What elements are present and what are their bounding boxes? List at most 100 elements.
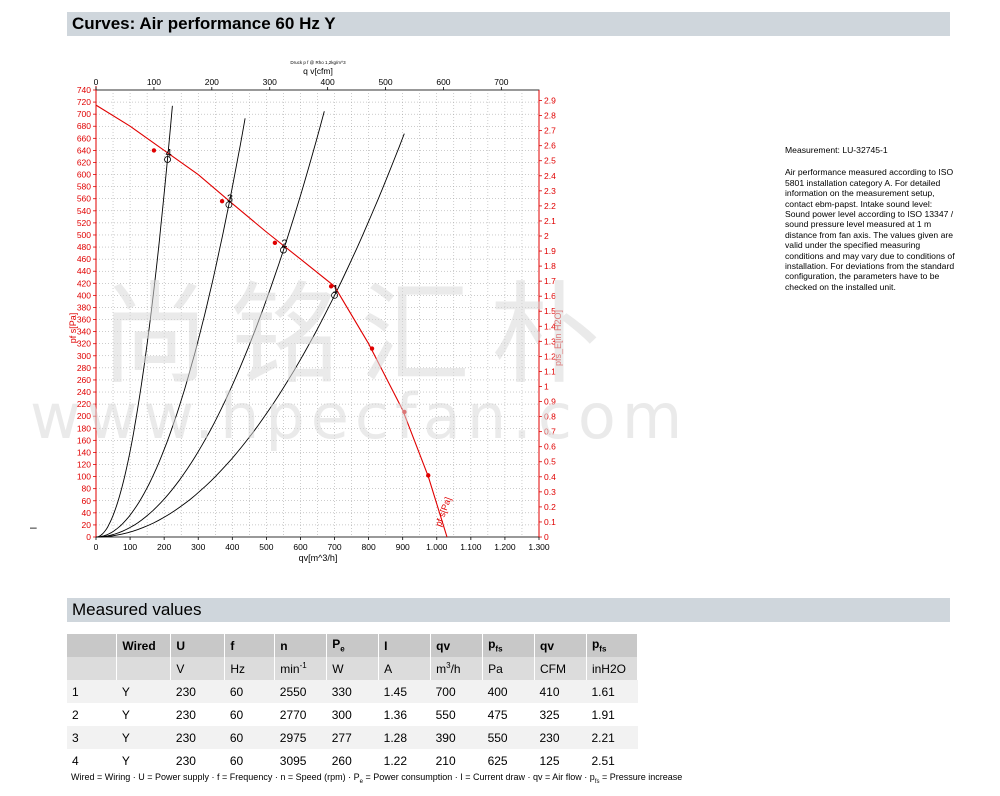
x-top-tick-label: 100 xyxy=(147,77,161,87)
operating-point-label: 2 xyxy=(281,238,287,250)
y-left-tick-label: 480 xyxy=(77,242,91,252)
y-left-tick-label: 580 xyxy=(77,182,91,192)
table-cell: 230 xyxy=(170,703,225,726)
y-right-tick-label: 1 xyxy=(544,381,549,391)
y-left-tick-label: 380 xyxy=(77,302,91,312)
table-cell: 1.91 xyxy=(586,703,638,726)
table-cell: Y xyxy=(116,703,171,726)
x-bottom-tick-label: 300 xyxy=(191,542,205,552)
table-cell: 230 xyxy=(170,680,225,703)
x-bottom-tick-label: 900 xyxy=(396,542,410,552)
x-top-tick-label: 500 xyxy=(378,77,392,87)
y-left-tick-label: 680 xyxy=(77,121,91,131)
y-left-tick-label: 360 xyxy=(77,315,91,325)
y-right-tick-label: 0.8 xyxy=(544,412,556,422)
y-left-tick-label: 80 xyxy=(82,484,92,494)
y-left-tick-label: 640 xyxy=(77,145,91,155)
x-bottom-tick-label: 600 xyxy=(293,542,307,552)
y-left-tick-label: 540 xyxy=(77,206,91,216)
unit-u: V xyxy=(170,657,226,680)
y-right-tick-label: 2.7 xyxy=(544,126,556,136)
x-bottom-tick-label: 200 xyxy=(157,542,171,552)
y-right-tick-label: 1.1 xyxy=(544,366,556,376)
table-legend: Wired = Wiring · U = Power supply · f = … xyxy=(71,772,683,785)
table-cell: 2 xyxy=(67,703,117,726)
measurement-description: Air performance measured according to IS… xyxy=(785,167,955,292)
y-right-tick-label: 2.9 xyxy=(544,96,556,106)
y-left-tick-label: 720 xyxy=(77,97,91,107)
table-cell: 277 xyxy=(326,726,379,749)
table-cell: 60 xyxy=(224,703,275,726)
x-top-tick-label: 700 xyxy=(494,77,508,87)
y-left-tick-label: 140 xyxy=(77,447,91,457)
y-left-tick-label: 600 xyxy=(77,170,91,180)
operating-point-3 xyxy=(225,201,233,209)
table-cell: 700 xyxy=(430,680,483,703)
x-bottom-tick-label: 1.100 xyxy=(460,542,482,552)
x-top-tick-label: 0 xyxy=(94,77,99,87)
operating-point-4 xyxy=(164,156,171,163)
measurement-notes: Measurement: LU-32745-1 Air performance … xyxy=(785,145,955,292)
unit-pe: W xyxy=(326,657,380,680)
table-cell: 2.51 xyxy=(586,749,638,772)
y-left-tick-label: 60 xyxy=(82,496,92,506)
col-f: f xyxy=(224,634,276,657)
y-left-tick-label: 40 xyxy=(82,508,92,518)
y-right-tick-label: 2.8 xyxy=(544,111,556,121)
col-n: n xyxy=(274,634,328,657)
fan-curve xyxy=(95,104,448,538)
table-cell: 1.36 xyxy=(378,703,431,726)
y-right-tick-label: 0 xyxy=(544,532,549,542)
table-cell: 2550 xyxy=(274,680,327,703)
table-cell: 125 xyxy=(534,749,587,772)
dash-mark: – xyxy=(30,520,37,534)
col-qv: qv xyxy=(430,634,484,657)
y-left-tick-label: 500 xyxy=(77,230,91,240)
table-cell: Y xyxy=(116,680,171,703)
y-left-tick-label: 660 xyxy=(77,133,91,143)
y-right-tick-label: 1.6 xyxy=(544,291,556,301)
x-bottom-tick-label: 400 xyxy=(225,542,239,552)
y-right-tick-label: 0.5 xyxy=(544,457,556,467)
y-left-tick-label: 240 xyxy=(77,387,91,397)
air-performance-chart: 0204060801001201401601802002202402602803… xyxy=(68,60,563,563)
col-u: U xyxy=(170,634,226,657)
chart-top-caption: Druck p f @ Rho 1,2kg/m^3 xyxy=(290,60,346,65)
measured-values-table: Wired U f n Pe I qv pfs qv pfs V Hz min-… xyxy=(67,634,639,772)
x-bottom-tick-label: 0 xyxy=(94,542,99,552)
unit-i: A xyxy=(378,657,432,680)
table-cell: 230 xyxy=(534,726,587,749)
table-cell: 1 xyxy=(67,680,117,703)
table-cell: 60 xyxy=(224,680,275,703)
y-right-tick-label: 0.9 xyxy=(544,397,556,407)
y-left-tick-label: 220 xyxy=(77,399,91,409)
y-left-tick-label: 180 xyxy=(77,423,91,433)
col-blank xyxy=(67,634,118,657)
table-cell: 325 xyxy=(534,703,587,726)
table-cell: Y xyxy=(116,749,171,772)
y-left-tick-label: 20 xyxy=(82,520,92,530)
table-cell: 2.21 xyxy=(586,726,638,749)
y-left-tick-label: 400 xyxy=(77,290,91,300)
table-cell: 4 xyxy=(67,749,117,772)
y-right-tick-label: 1.7 xyxy=(544,276,556,286)
col-i: I xyxy=(378,634,432,657)
y-right-tick-label: 0.1 xyxy=(544,517,556,527)
table-cell: 2975 xyxy=(274,726,327,749)
y-left-tick-label: 300 xyxy=(77,351,91,361)
table-cell: 550 xyxy=(482,726,535,749)
x-top-tick-label: 300 xyxy=(263,77,277,87)
y-right-tick-label: 1.2 xyxy=(544,351,556,361)
table-cell: 390 xyxy=(430,726,483,749)
table-cell: 1.28 xyxy=(378,726,431,749)
col-wired: Wired xyxy=(116,634,172,657)
x-top-tick-label: 600 xyxy=(436,77,450,87)
y-left-tick-label: 200 xyxy=(77,411,91,421)
y-right-tick-label: 1.3 xyxy=(544,336,556,346)
x-bottom-tick-label: 100 xyxy=(123,542,137,552)
y-left-tick-label: 280 xyxy=(77,363,91,373)
table-cell: 1.61 xyxy=(586,680,638,703)
measured-title: Measured values xyxy=(72,600,202,619)
col-qv-cfm: qv xyxy=(534,634,587,657)
y-left-tick-label: 120 xyxy=(77,460,91,470)
